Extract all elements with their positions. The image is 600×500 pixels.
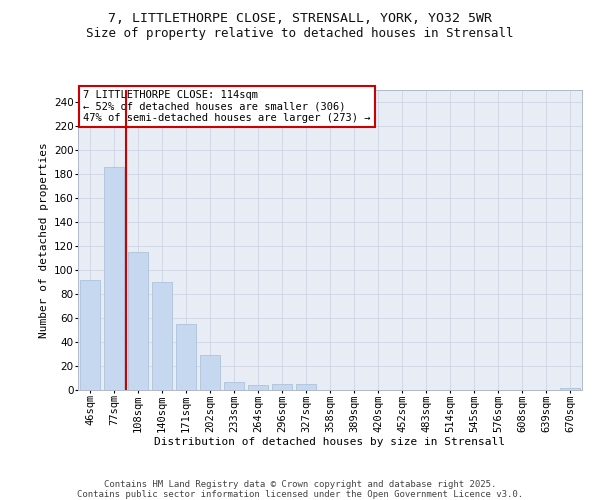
Bar <box>80 280 100 390</box>
Y-axis label: Number of detached properties: Number of detached properties <box>38 142 49 338</box>
Bar <box>152 282 172 390</box>
Text: Size of property relative to detached houses in Strensall: Size of property relative to detached ho… <box>86 28 514 40</box>
Text: 7 LITTLETHORPE CLOSE: 114sqm
← 52% of detached houses are smaller (306)
47% of s: 7 LITTLETHORPE CLOSE: 114sqm ← 52% of de… <box>83 90 371 123</box>
Bar <box>248 385 268 390</box>
Text: 7, LITTLETHORPE CLOSE, STRENSALL, YORK, YO32 5WR: 7, LITTLETHORPE CLOSE, STRENSALL, YORK, … <box>108 12 492 26</box>
Bar <box>296 384 316 390</box>
X-axis label: Distribution of detached houses by size in Strensall: Distribution of detached houses by size … <box>155 437 505 447</box>
Bar <box>128 252 148 390</box>
Text: Contains HM Land Registry data © Crown copyright and database right 2025.
Contai: Contains HM Land Registry data © Crown c… <box>77 480 523 499</box>
Bar <box>560 388 580 390</box>
Bar <box>272 384 292 390</box>
Bar <box>224 382 244 390</box>
Bar <box>176 324 196 390</box>
Bar <box>104 167 124 390</box>
Bar <box>200 355 220 390</box>
